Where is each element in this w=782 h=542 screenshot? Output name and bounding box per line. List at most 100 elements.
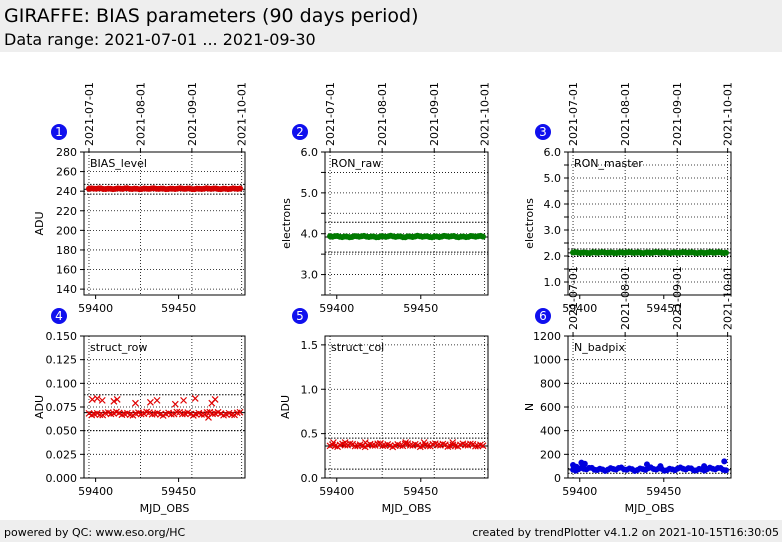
plot-parameter-label: N_badpix: [574, 341, 625, 354]
plot-frame: [83, 335, 246, 479]
plot-number-badge: [51, 308, 67, 324]
data-point-stroke: [171, 400, 179, 408]
top-date-label: 2021-09-01: [186, 82, 199, 146]
data-point: [401, 440, 409, 448]
data-point: [132, 399, 139, 407]
y-tick-label: 1.0: [301, 383, 319, 396]
y-tick-label: 400: [540, 425, 561, 438]
x-tick-label: 59450: [161, 302, 196, 315]
data-point: [377, 439, 384, 447]
data-point-stroke: [236, 408, 244, 416]
data-point: [146, 398, 154, 406]
data-point: [205, 413, 212, 421]
data-point-stroke: [421, 441, 429, 449]
top-date-label: 2021-07-01: [567, 266, 580, 330]
top-date-label: 2021-10-01: [722, 266, 735, 330]
data-point: [228, 411, 236, 418]
data-point: [467, 440, 474, 448]
data-point: [402, 439, 410, 446]
footer-left: powered by QC: www.eso.org/HC: [4, 526, 186, 539]
data-point-stroke: [434, 441, 442, 449]
x-tick-label: 59450: [403, 485, 438, 498]
top-date-label: 2021-09-01: [671, 82, 684, 146]
y-tick-label: 240: [56, 185, 77, 198]
plot-parameter-label: struct_col: [331, 341, 384, 354]
data-point: [701, 463, 708, 470]
data-point: [643, 461, 650, 468]
data-point-stroke: [126, 411, 134, 419]
data-point-stroke: [356, 441, 364, 449]
data-point-stroke: [198, 411, 205, 418]
data-point: [722, 249, 729, 256]
data-point-stroke: [195, 409, 203, 417]
data-point: [96, 411, 104, 419]
y-tick-label: 6.0: [544, 146, 562, 159]
y-tick-label: 0.025: [46, 448, 78, 461]
data-point-stroke: [449, 439, 457, 446]
data-point-stroke: [424, 442, 432, 450]
y-tick-label: 0.150: [46, 330, 78, 343]
plot-frame: [83, 151, 246, 296]
data-point-stroke: [384, 441, 392, 448]
data-point-stroke: [431, 440, 439, 448]
data-point-stroke: [374, 440, 382, 448]
y-tick-label: 5.0: [301, 187, 319, 200]
top-date-label: 2021-09-01: [671, 266, 684, 330]
x-tick-label: 59400: [78, 485, 113, 498]
data-point-stroke: [205, 413, 212, 421]
data-point: [461, 441, 469, 449]
plot-parameter-label: struct_row: [90, 341, 147, 354]
data-point-stroke: [351, 442, 359, 450]
data-point: [153, 396, 161, 404]
data-point: [203, 408, 211, 416]
x-tick-label: 59450: [161, 485, 196, 498]
data-point: [361, 439, 369, 446]
x-tick-label: 59400: [562, 485, 597, 498]
y-tick-label: 1.0: [544, 276, 562, 289]
data-point-stroke: [206, 408, 214, 416]
top-date-label: 2021-08-01: [376, 82, 389, 146]
data-point-stroke: [341, 439, 349, 446]
data-point-stroke: [217, 410, 225, 417]
data-point-stroke: [110, 397, 118, 405]
plot-number-label: 1: [55, 125, 63, 139]
data-point: [341, 439, 349, 446]
data-point-stroke: [228, 411, 236, 418]
plot-number-badge: [535, 124, 551, 140]
data-point-stroke: [394, 441, 402, 448]
data-point-stroke: [134, 409, 142, 417]
data-point-stroke: [98, 396, 106, 404]
data-point: [722, 467, 729, 474]
plot-number-badge: [292, 124, 308, 140]
data-point-stroke: [178, 410, 186, 418]
data-point-stroke: [472, 442, 479, 450]
y-tick-label: 140: [56, 283, 77, 296]
data-point-stroke: [153, 396, 161, 404]
y-axis-label: N: [523, 403, 536, 411]
data-point: [479, 233, 486, 240]
data-point-stroke: [366, 440, 374, 448]
data-point: [237, 185, 244, 192]
y-tick-label: 1.5: [301, 339, 319, 352]
y-axis-label: ADU: [33, 211, 46, 235]
y-tick-label: 5.0: [544, 172, 562, 185]
data-point: [420, 439, 428, 446]
data-point-stroke: [113, 396, 121, 403]
data-point: [721, 458, 728, 465]
plot-number-label: 5: [296, 309, 304, 323]
y-tick-label: 0.050: [46, 425, 78, 438]
plot-parameter-label: RON_raw: [331, 157, 381, 170]
data-point-stroke: [154, 409, 162, 417]
data-point-stroke: [191, 395, 199, 402]
data-point: [434, 441, 442, 449]
data-point: [211, 396, 219, 403]
x-tick-label: 59400: [319, 485, 354, 498]
data-point: [472, 442, 479, 450]
top-date-label: 2021-10-01: [236, 82, 249, 146]
data-point-stroke: [211, 396, 219, 403]
data-point-stroke: [329, 441, 336, 449]
data-point-stroke: [180, 396, 188, 404]
data-point-stroke: [132, 399, 139, 407]
x-axis-label: MJD_OBS: [625, 502, 675, 515]
data-point: [198, 411, 205, 418]
